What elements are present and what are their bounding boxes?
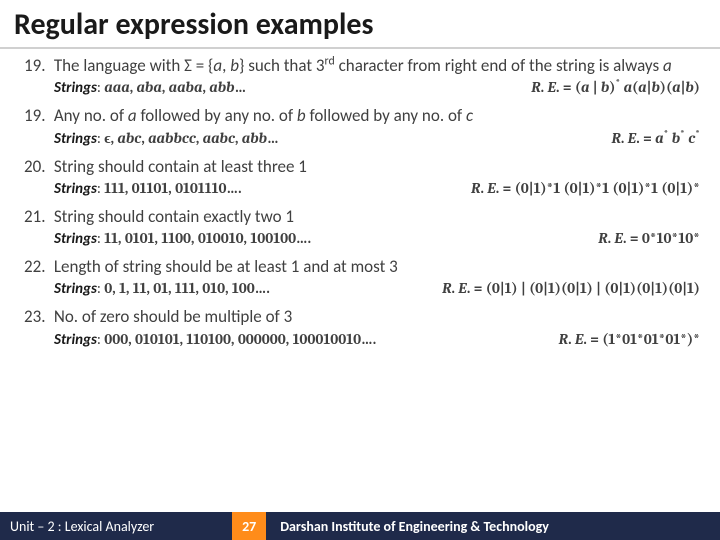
example-regex: R. E. = (1*01*01*01*)* [559, 330, 700, 349]
example-regex: R. E. = (0|1)*1 (0|1)*1 (0|1)*1 (0|1)* [471, 179, 700, 198]
example-item: 20. String should contain at least three… [24, 156, 700, 198]
example-item: 23. No. of zero should be multiple of 3 S… [24, 306, 700, 348]
footer-unit: Unit – 2 : Lexical Analyzer [0, 518, 154, 535]
example-strings: Strings: aaa, aba, aaba, abb… [54, 78, 246, 97]
example-item: 22. Length of string should be at least … [24, 256, 700, 298]
example-description: 22. Length of string should be at least … [24, 256, 700, 277]
example-data-row: Strings: ϵ, abc, aabbcc, aabc, abb… R. E.… [24, 129, 700, 148]
example-strings: Strings: 0, 1, 11, 01, 111, 010, 100…. [54, 279, 270, 298]
example-description: 19. Any no. of a followed by any no. of … [24, 105, 700, 126]
example-regex: R. E. = (a | b)* a(a|b)(a|b) [531, 78, 700, 97]
example-item: 19. The language with Σ = {a, b} such th… [24, 55, 700, 97]
example-regex: R. E. = (0|1) | (0|1)(0|1) | (0|1)(0|1)(… [442, 279, 700, 298]
example-description: 21. String should contain exactly two 1 [24, 206, 700, 227]
example-item: 21. String should contain exactly two 1 S… [24, 206, 700, 248]
example-regex: R. E. = 0*10*10* [598, 229, 700, 248]
example-strings: Strings: 111, 01101, 0101110…. [54, 179, 242, 198]
example-data-row: Strings: aaa, aba, aaba, abb… R. E. = (a … [24, 78, 700, 97]
footer-page-number: 27 [232, 512, 266, 540]
example-regex: R. E. = a* b* c* [611, 129, 700, 148]
example-strings: Strings: 11, 0101, 1100, 010010, 100100…… [54, 229, 311, 248]
example-description: 20. String should contain at least three… [24, 156, 700, 177]
example-data-row: Strings: 0, 1, 11, 01, 111, 010, 100…. R.… [24, 279, 700, 298]
example-data-row: Strings: 000, 010101, 110100, 000000, 10… [24, 330, 700, 349]
example-data-row: Strings: 111, 01101, 0101110…. R. E. = (0… [24, 179, 700, 198]
example-strings: Strings: 000, 010101, 110100, 000000, 10… [54, 330, 376, 349]
example-strings: Strings: ϵ, abc, aabbcc, aabc, abb… [54, 129, 279, 148]
footer-institute: Darshan Institute of Engineering & Techn… [266, 518, 549, 535]
example-data-row: Strings: 11, 0101, 1100, 010010, 100100…… [24, 229, 700, 248]
example-description: 23. No. of zero should be multiple of 3 [24, 306, 700, 327]
slide-title: Regular expression examples [14, 6, 706, 43]
footer-bar: Unit – 2 : Lexical Analyzer 27 Darshan I… [0, 512, 720, 540]
example-item: 19. Any no. of a followed by any no. of … [24, 105, 700, 147]
example-description: 19. The language with Σ = {a, b} such th… [24, 55, 700, 76]
